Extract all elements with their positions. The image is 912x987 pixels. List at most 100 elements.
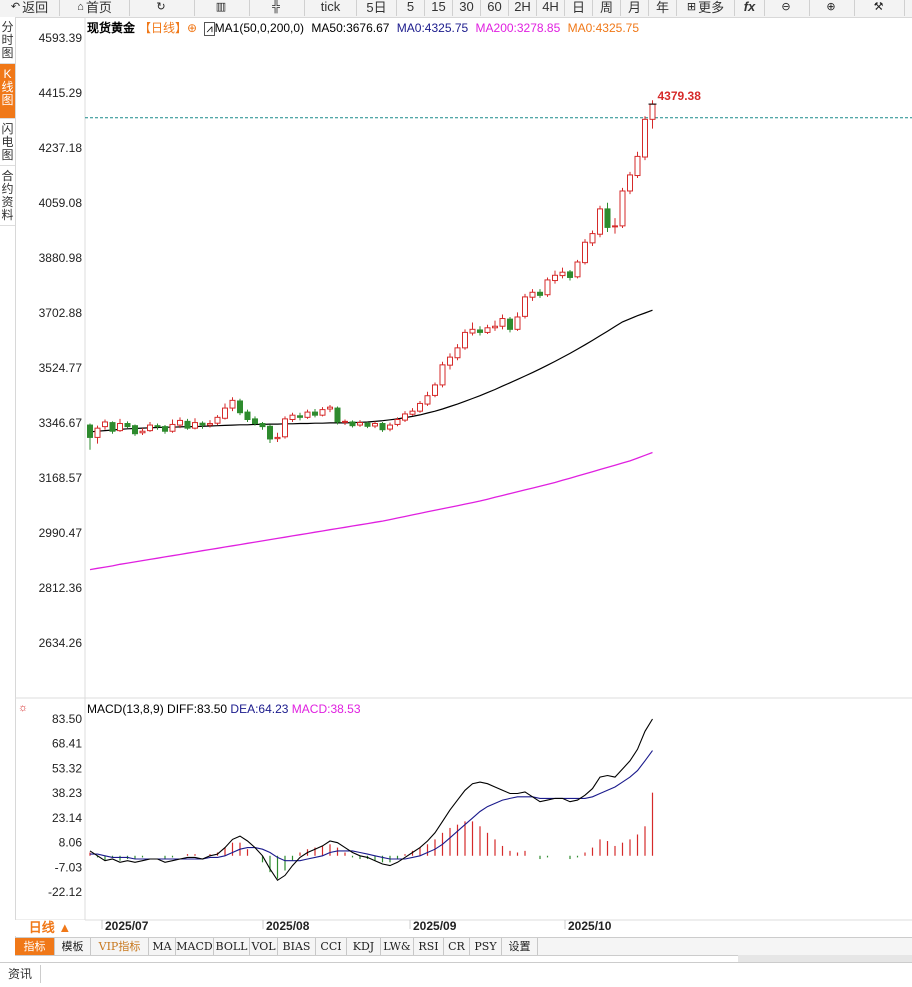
toolbar-btn-bar-chart[interactable]: ▥ — [195, 0, 250, 16]
sidebar-tab-2[interactable]: 闪电图 — [0, 119, 15, 166]
candle-body — [447, 356, 453, 366]
main-y-tick: 2990.47 — [39, 526, 83, 540]
candle-body — [334, 407, 341, 423]
main-y-tick: 3346.67 — [39, 416, 83, 430]
indicator-tab-0[interactable]: 指标 — [15, 938, 55, 955]
toolbar-label: 15 — [431, 0, 446, 14]
main-legend: 现货黄金 【日线】⊕ ⩘ MA1(50,0,200,0) MA50:3676.67 … — [87, 19, 643, 36]
toolbar-btn-30[interactable]: 30 — [453, 0, 481, 16]
candle-body — [477, 329, 483, 333]
main-y-tick: 4237.18 — [39, 141, 83, 155]
indicator-tab-14[interactable]: 设置 — [502, 938, 538, 955]
candle-body — [402, 413, 408, 421]
toolbar-btn-15[interactable]: 15 — [425, 0, 453, 16]
indicator-tab-2[interactable]: VIP指标 — [91, 938, 149, 955]
toolbar-btn-fx[interactable]: fx — [735, 0, 765, 16]
horizontal-scrollbar[interactable] — [738, 955, 912, 967]
indicator-tab-5[interactable]: BOLL — [214, 938, 250, 955]
macd-gear-icon[interactable]: ☼ — [18, 702, 28, 714]
toolbar-btn-首页[interactable]: ⌂ 首页 — [60, 0, 130, 16]
top-toolbar: ↶ 返回 ⌂ 首页 ↻ ▥ ╬ tick 5日 5 15 30 60 2H 4H 日周月年 ⊞ 更多 fx ⊖ ⊕ ⚒ — [0, 0, 912, 18]
indicator-tab-6[interactable]: VOL — [250, 938, 278, 955]
ma0-value-a: MA0:4325.75 — [396, 21, 469, 35]
home-icon: ⌂ — [77, 0, 84, 13]
period-selector[interactable]: 日线 ▲ — [15, 920, 85, 936]
macd-y-tick: -22.12 — [48, 885, 82, 899]
indicator-tab-12[interactable]: CR — [444, 938, 470, 955]
toolbar-btn-年[interactable]: 年 — [649, 0, 677, 16]
indicator-tab-8[interactable]: CCI — [316, 938, 347, 955]
toolbar-btn-月[interactable]: 月 — [621, 0, 649, 16]
toolbar-label: 30 — [459, 0, 474, 14]
dea-line — [90, 750, 653, 862]
toolbar-btn-refresh[interactable]: ↻ — [130, 0, 195, 16]
candle-body — [222, 407, 228, 419]
toolbar-label: 更多 — [698, 0, 725, 15]
main-y-tick: 4593.39 — [39, 31, 83, 45]
toolbar-label: 年 — [655, 0, 669, 15]
toolbar-label: 60 — [487, 0, 502, 14]
toolbar-btn-周[interactable]: 周 — [593, 0, 621, 16]
candle-body — [484, 327, 491, 333]
toolbar-btn-zoom-in[interactable]: ⊕ — [810, 0, 855, 16]
indicator-tab-3[interactable]: MA — [149, 938, 176, 955]
toolbar-btn-更多[interactable]: ⊞ 更多 — [677, 0, 735, 16]
candle-body — [357, 422, 363, 426]
toolbar-btn-日[interactable]: 日 — [565, 0, 593, 16]
toolbar-btn-5日[interactable]: 5日 — [357, 0, 397, 16]
candle-body — [154, 425, 161, 428]
indicator-tab-10[interactable]: LW& — [381, 938, 414, 955]
toolbar-label: 2H — [514, 0, 531, 14]
indicator-tab-1[interactable]: 模板 — [55, 938, 91, 955]
sidebar-tab-3[interactable]: 合约资料 — [0, 166, 15, 226]
diff-value: DIFF:83.50 — [167, 702, 228, 716]
toolbar-btn-zoom-out[interactable]: ⊖ — [765, 0, 810, 16]
x-tick-label: 2025/10 — [568, 919, 612, 933]
toolbar-label: 5日 — [366, 0, 387, 15]
candle-body — [259, 423, 266, 428]
candle-body — [87, 424, 93, 438]
candle-body — [589, 233, 596, 244]
macd-y-tick: 23.14 — [52, 811, 82, 825]
indicator-tab-9[interactable]: KDJ — [347, 938, 381, 955]
toolbar-btn-60[interactable]: 60 — [481, 0, 509, 16]
indicator-icon[interactable]: ⩘ — [204, 22, 215, 36]
candle-body — [162, 426, 168, 432]
candle-body — [424, 395, 431, 405]
candle-body — [109, 422, 116, 432]
zoom-in-icon: ⊕ — [826, 1, 836, 13]
indicator-tab-7[interactable]: BIAS — [278, 938, 316, 955]
zoom-out-icon: ⊖ — [781, 1, 791, 13]
sidebar-tab-0[interactable]: 分时图 — [0, 17, 15, 64]
tab-news[interactable]: 资讯 — [0, 965, 41, 983]
last-price-label: 4379.38 — [658, 89, 702, 103]
candle-body — [274, 436, 281, 440]
toolbar-btn-tick[interactable]: tick — [305, 0, 357, 16]
main-y-tick: 3524.77 — [39, 361, 83, 375]
candle-body — [214, 416, 221, 424]
candle-body — [169, 423, 176, 432]
toolbar-btn-hammer[interactable]: ⚒ — [855, 0, 905, 16]
candle-body — [619, 190, 626, 227]
toolbar-btn-5[interactable]: 5 — [397, 0, 425, 16]
settings-circle-icon[interactable]: ⊕ — [187, 21, 198, 35]
period-tag: 【日线】 — [139, 21, 188, 35]
toolbar-btn-2H[interactable]: 2H — [509, 0, 537, 16]
candle-body — [582, 241, 588, 264]
toolbar-btn-candlestick[interactable]: ╬ — [250, 0, 305, 16]
indicator-tab-13[interactable]: PSY — [470, 938, 502, 955]
toolbar-btn-4H[interactable]: 4H — [537, 0, 565, 16]
indicator-tab-11[interactable]: RSI — [414, 938, 444, 955]
candle-body — [177, 419, 183, 426]
toolbar-btn-返回[interactable]: ↶ 返回 — [0, 0, 60, 16]
candle-body — [567, 271, 573, 278]
macd-value: MACD:38.53 — [291, 702, 361, 716]
sidebar-tab-1[interactable]: K线图 — [0, 64, 15, 119]
kline-chart[interactable]: 4593.39 4415.29 4237.18 4059.08 3880.98 3702.… — [15, 17, 912, 937]
ma0-value-b: MA0:4325.75 — [567, 21, 639, 35]
candle-body — [364, 422, 371, 427]
indicator-tab-4[interactable]: MACD — [176, 938, 214, 955]
candle-body — [409, 410, 416, 415]
candle-body — [529, 291, 536, 298]
candle-body — [552, 274, 558, 282]
